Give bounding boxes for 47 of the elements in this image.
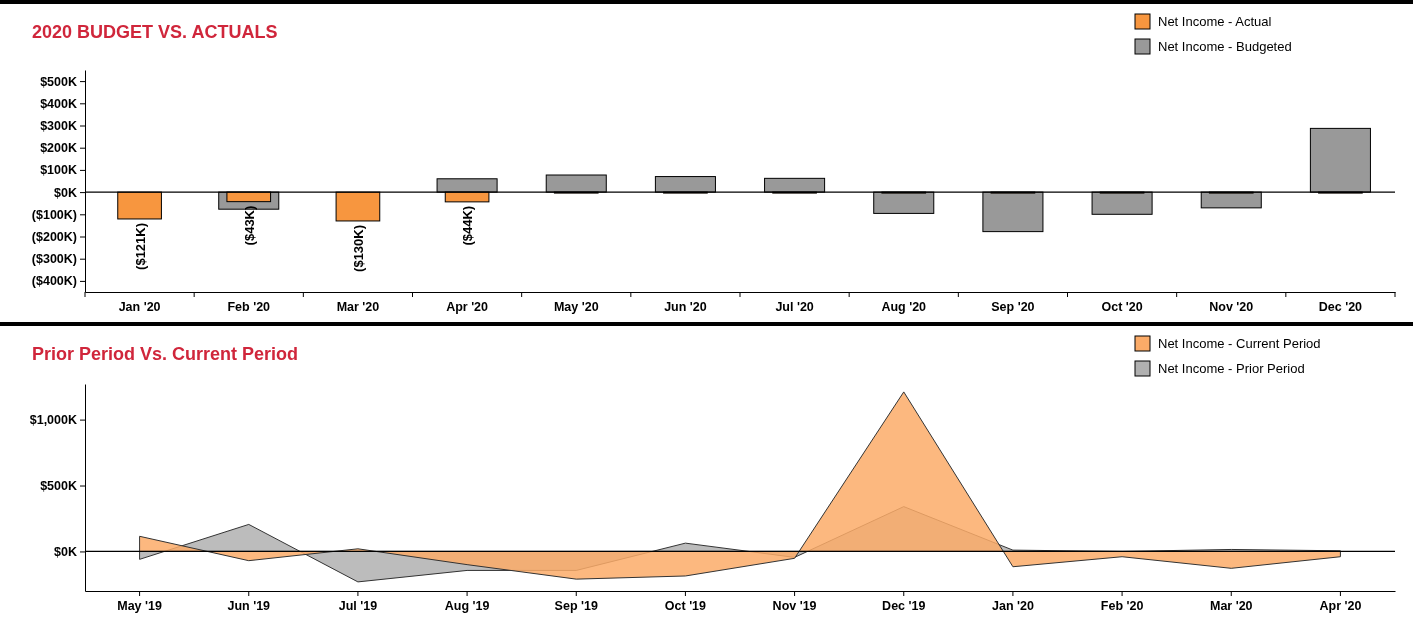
legend-label: Net Income - Current Period: [1158, 336, 1321, 351]
y-tick-label: $500K: [40, 74, 77, 89]
x-tick-label: Dec '19: [882, 599, 926, 614]
legend-label: Net Income - Actual: [1158, 14, 1272, 29]
x-tick-label: Aug '20: [881, 300, 927, 315]
y-tick-label: ($200K): [31, 230, 77, 244]
x-tick-label: Mar '20: [1209, 599, 1253, 614]
x-tick-label: May '19: [117, 599, 162, 614]
x-tick-label: Mar '20: [336, 300, 380, 315]
y-tick-label: ($400K): [31, 274, 77, 289]
x-tick-label: Jan '20: [118, 300, 161, 315]
data-label: ($44K): [460, 205, 476, 246]
x-tick-label: Nov '19: [772, 599, 817, 614]
y-tick-label: $0K: [54, 544, 77, 559]
x-tick-label: Oct '20: [1101, 300, 1143, 315]
y-tick-label: $300K: [40, 119, 77, 133]
x-tick-label: Feb '20: [1100, 599, 1144, 614]
x-tick-label: Aug '19: [444, 599, 490, 614]
x-tick-label: Jan '20: [991, 599, 1034, 614]
x-tick-label: Apr '20: [1319, 599, 1362, 614]
data-label: ($43K): [241, 205, 257, 246]
x-tick-label: Nov '20: [1209, 300, 1254, 315]
y-tick-label: $0K: [54, 185, 77, 200]
y-tick-label: $400K: [40, 96, 77, 111]
legend-label: Net Income - Budgeted: [1158, 39, 1292, 54]
x-tick-label: Sep '20: [991, 300, 1035, 315]
y-tick-label: $200K: [40, 141, 77, 156]
x-tick-label: Jun '19: [227, 599, 271, 614]
x-tick-label: Jul '20: [775, 300, 814, 315]
x-tick-label: Jun '20: [664, 300, 707, 315]
x-tick-label: Dec '20: [1318, 300, 1363, 315]
chart-title: Prior Period Vs. Current Period: [32, 344, 299, 364]
x-tick-label: May '20: [553, 300, 599, 315]
x-tick-label: Apr '20: [446, 300, 489, 315]
data-label: ($121K): [132, 222, 148, 270]
data-label: ($130K): [350, 224, 366, 272]
y-tick-label: $1,000K: [29, 413, 77, 428]
chart-title: 2020 BUDGET VS. ACTUALS: [32, 22, 278, 42]
y-tick-label: $500K: [40, 479, 77, 494]
y-tick-label: $100K: [40, 163, 77, 178]
x-tick-label: Oct '19: [664, 599, 707, 614]
x-tick-label: Jul '19: [338, 599, 378, 614]
y-tick-label: ($100K): [31, 207, 77, 222]
x-tick-label: Sep '19: [554, 599, 598, 614]
legend-label: Net Income - Prior Period: [1158, 361, 1305, 376]
x-tick-label: Feb '20: [227, 300, 271, 315]
y-tick-label: ($300K): [31, 252, 77, 267]
